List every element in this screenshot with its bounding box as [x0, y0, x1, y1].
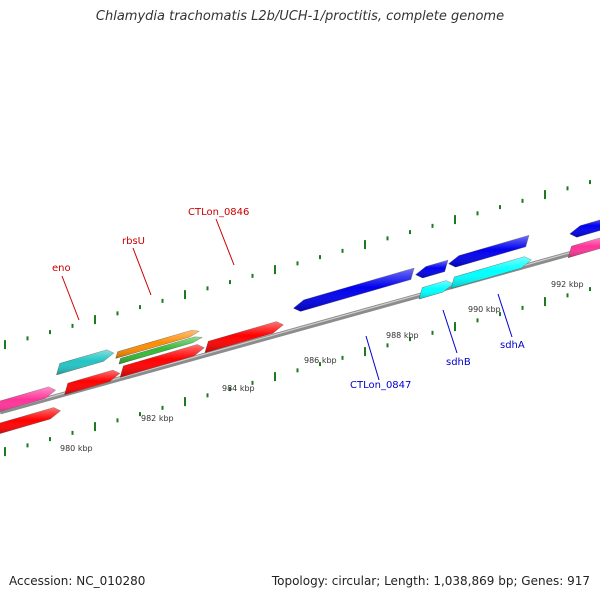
gene-arrow-shade — [120, 344, 205, 378]
gene-leader-line — [132, 247, 152, 296]
outer-tick-track — [4, 180, 591, 350]
scale-label: 980 kbp — [60, 444, 93, 453]
scale-label: 984 kbp — [222, 384, 255, 393]
gene-arrow-shade — [56, 349, 114, 375]
gene-arrow-shade — [568, 237, 600, 258]
gene-arrow-shade — [451, 256, 532, 289]
gene-arrow-shade — [64, 370, 120, 395]
gene-arrow-shade — [448, 235, 529, 268]
gene-label[interactable]: sdhA — [500, 340, 525, 351]
gene-leader-line — [365, 335, 380, 381]
gene-label[interactable]: rbsU — [122, 236, 145, 247]
gene-leader-line — [442, 309, 458, 354]
gene-arrow-shade — [115, 330, 200, 359]
scale-label: 992 kbp — [551, 280, 584, 289]
gene-arrow-shade — [118, 336, 203, 365]
scale-labels: 980 kbp 982 kbp 984 kbp 986 kbp 988 kbp 990 k… — [60, 280, 584, 453]
gene-arrow-shade — [0, 407, 61, 434]
gene-arrow-shade — [415, 260, 448, 278]
gene-leader-line — [497, 293, 513, 338]
gene-arrow-shade — [293, 268, 415, 312]
gene-leader-line — [61, 275, 80, 321]
gene-label[interactable]: eno — [52, 263, 71, 274]
gene-label[interactable]: CTLon_0846 — [188, 207, 249, 218]
scale-label: 986 kbp — [304, 356, 337, 365]
inner-tick-track — [4, 287, 591, 457]
map-title: Chlamydia trachomatis L2b/UCH-1/proctiti… — [95, 9, 505, 24]
topology-summary: Topology: circular; Length: 1,038,869 bp… — [271, 574, 590, 588]
gene-arrow-shade — [204, 321, 284, 353]
feature-track — [0, 219, 600, 434]
scale-label: 988 kbp — [386, 331, 419, 340]
gene-arrow-shade — [0, 386, 56, 412]
gene-label[interactable]: CTLon_0847 — [350, 380, 411, 391]
gene-arrow-shade — [419, 280, 454, 300]
accession-label: Accession: NC_010280 — [9, 574, 146, 588]
gene-leader-line — [215, 218, 235, 266]
gene-label[interactable]: sdhB — [446, 357, 471, 368]
scale-label: 982 kbp — [141, 414, 174, 423]
scale-label: 990 kbp — [468, 305, 501, 314]
gene-arrow-shade — [569, 219, 600, 238]
gene-labels: eno rbsU CTLon_0846 CTLon_0847 sdhB sdhA — [52, 207, 525, 391]
